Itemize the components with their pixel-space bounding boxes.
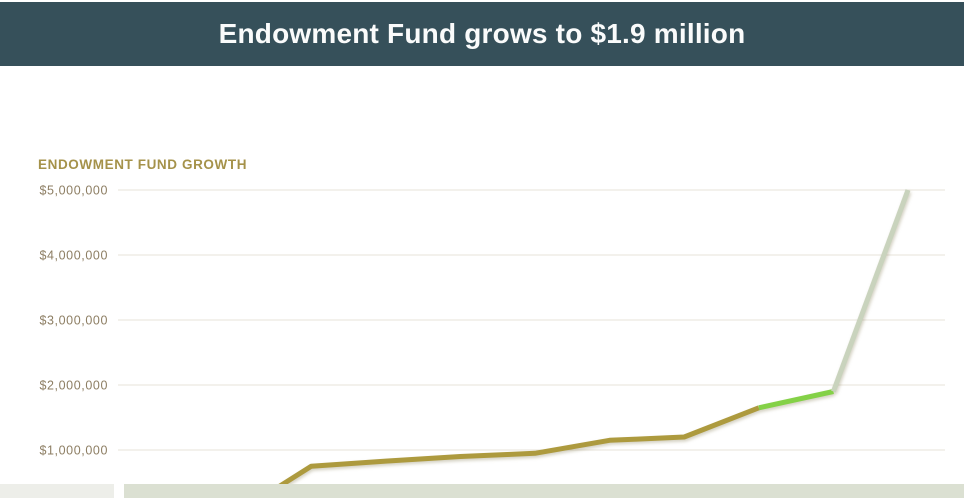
series-segment-latest-year-growth: [758, 389, 834, 411]
endowment-line-series: [256, 189, 911, 498]
y-axis-tick-label: $5,000,000: [39, 184, 108, 198]
footer-cell-right: [124, 484, 964, 498]
header-banner: Endowment Fund grows to $1.9 million: [0, 2, 964, 66]
y-axis-tick-label: $2,000,000: [39, 379, 108, 393]
y-axis-tick-label: $1,000,000: [39, 444, 108, 458]
y-axis-tick-label: $3,000,000: [39, 314, 108, 328]
y-axis-tick-label: $4,000,000: [39, 249, 108, 263]
series-segment-path-to-goal: [831, 189, 911, 393]
page-title: Endowment Fund grows to $1.9 million: [218, 18, 746, 49]
chart-title: ENDOWMENT FUND GROWTH: [38, 157, 248, 172]
footer-cell-left: [0, 484, 114, 498]
endowment-growth-line-chart: $-$1,000,000$2,000,000$3,000,000$4,000,0…: [39, 184, 945, 498]
endowment-chart-card: ENDOWMENT FUND GROWTH $-$1,000,000$2,000…: [0, 66, 964, 498]
